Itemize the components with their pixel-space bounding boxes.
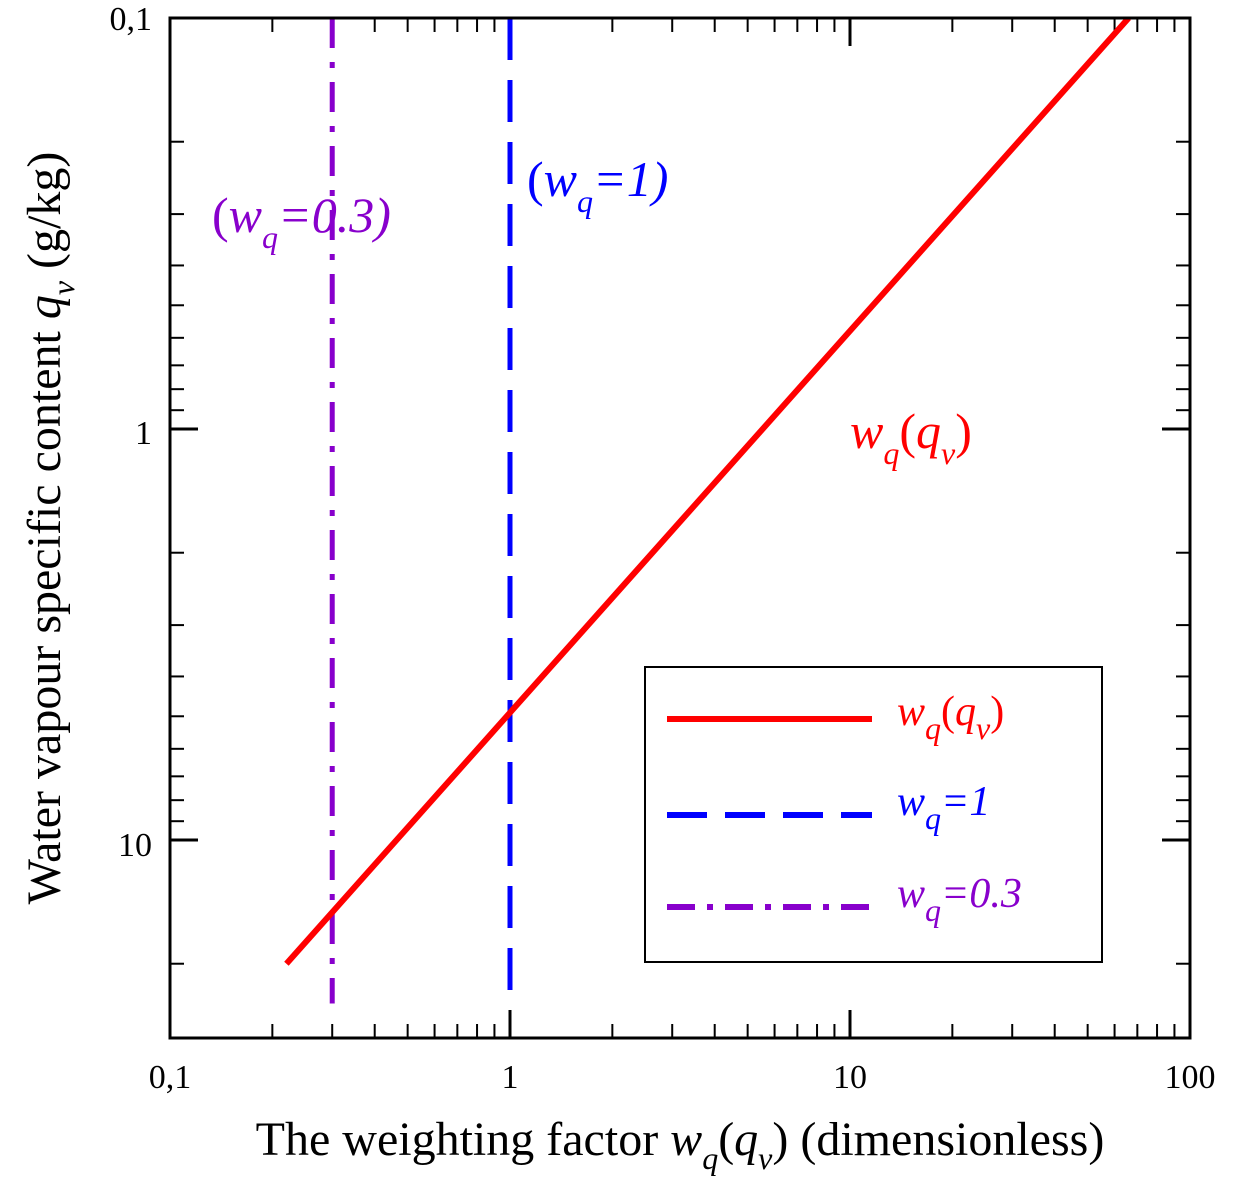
x-axis-title: The weighting factor wq(qv) (dimensionle… — [256, 1113, 1105, 1176]
legend-box — [644, 666, 1103, 963]
legend: wq(qv) wq=1 wq=0.3 — [644, 666, 1103, 963]
y-tick-label-1: 1 — [135, 415, 152, 452]
y-axis-title: Water vapour specific content qv (g/kg) — [18, 152, 81, 905]
annotation-wq-0.3: (wq=0.3) — [212, 187, 391, 255]
y-tick-label-10: 10 — [118, 827, 152, 864]
legend-label-wq-0.3: wq=0.3 — [897, 871, 1022, 928]
y-tick-label-0.1: 0,1 — [110, 1, 153, 38]
minor-ticks — [170, 18, 1190, 1038]
annotation-wq-qv: wq(qv) — [850, 403, 972, 471]
legend-label-wq-qv: wq(qv) — [897, 689, 1004, 746]
plot-frame — [168, 16, 1192, 1040]
x-tick-label-1: 1 — [502, 1059, 519, 1096]
series-wq-qv-line — [284, 18, 1131, 966]
annotation-wq-1: (wq=1) — [527, 151, 668, 219]
x-tick-label-10: 10 — [833, 1059, 867, 1096]
x-tick-label-0.1: 0,1 — [149, 1059, 192, 1096]
x-tick-label-100: 100 — [1165, 1059, 1216, 1096]
legend-label-wq-1: wq=1 — [897, 779, 990, 836]
